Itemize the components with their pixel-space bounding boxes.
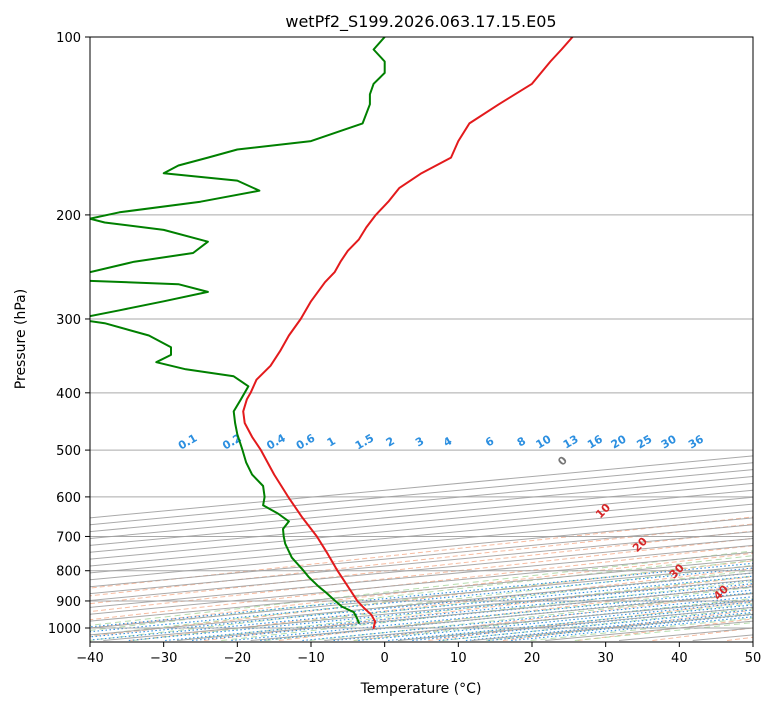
y-tick-label: 800 — [56, 565, 81, 580]
mixing-ratio-line — [192, 585, 753, 642]
isotherm-line — [90, 489, 753, 553]
y-tick-label: 500 — [56, 444, 81, 459]
dry-adiabat-line — [90, 560, 753, 637]
line-labels: -100-90-80-70-60-50-40-30-20-100.10.20.4… — [176, 431, 731, 602]
isotherm-line — [90, 524, 753, 588]
mixing-ratio-line — [231, 589, 753, 642]
mixing-ratio-line — [128, 579, 753, 642]
dry-adiabat-line — [90, 537, 753, 613]
sounding-traces — [90, 37, 574, 629]
isotherm-line — [90, 510, 753, 574]
isotherm-line — [90, 537, 753, 601]
isotherm-line — [90, 503, 753, 567]
isotherms — [90, 455, 753, 642]
x-axis: −40 −30 −20 −10 0 10 20 30 40 50 — [76, 642, 761, 666]
plot-frame — [89, 36, 754, 643]
isobars — [90, 37, 753, 629]
x-tick-label: 10 — [450, 651, 467, 666]
mixing-ratio-line — [165, 583, 753, 642]
y-axis-label: Pressure (hPa) — [13, 289, 29, 389]
x-tick-label: −10 — [297, 651, 324, 666]
x-tick-label: 50 — [745, 651, 762, 666]
y-tick-label: 300 — [56, 313, 81, 328]
y-tick-label: 900 — [56, 595, 81, 610]
x-tick-label: −40 — [76, 651, 103, 666]
y-tick-label: 200 — [56, 209, 81, 224]
temperature-trace — [242, 37, 574, 629]
dewpoint-trace — [90, 37, 386, 624]
x-tick-label: 20 — [524, 651, 541, 666]
x-tick-label: 40 — [671, 651, 688, 666]
x-tick-label: −30 — [150, 651, 177, 666]
dry-adiabat-line — [353, 592, 753, 641]
isotherm-line — [90, 482, 753, 546]
y-tick-label: 400 — [56, 387, 81, 402]
dry-adiabat-line — [90, 552, 753, 629]
isotherm-line — [90, 496, 753, 560]
isotherm-line — [90, 531, 753, 595]
x-axis-label: Temperature (°C) — [360, 681, 482, 697]
y-tick-label: 600 — [56, 491, 81, 506]
y-axis: 100 200 300 400 500 600 700 800 900 1000 — [48, 31, 90, 637]
y-tick-label: 700 — [56, 530, 81, 545]
chart-title: wetPf2_S199.2026.063.17.15.E05 — [285, 12, 556, 32]
x-tick-label: 0 — [381, 651, 389, 666]
x-tick-label: −20 — [224, 651, 251, 666]
y-tick-label: 1000 — [48, 622, 81, 637]
y-tick-label: 100 — [56, 31, 81, 46]
isotherm-line — [90, 517, 753, 581]
x-tick-label: 30 — [597, 651, 614, 666]
plot-area: -100-90-80-70-60-50-40-30-20-100.10.20.4… — [90, 37, 753, 642]
